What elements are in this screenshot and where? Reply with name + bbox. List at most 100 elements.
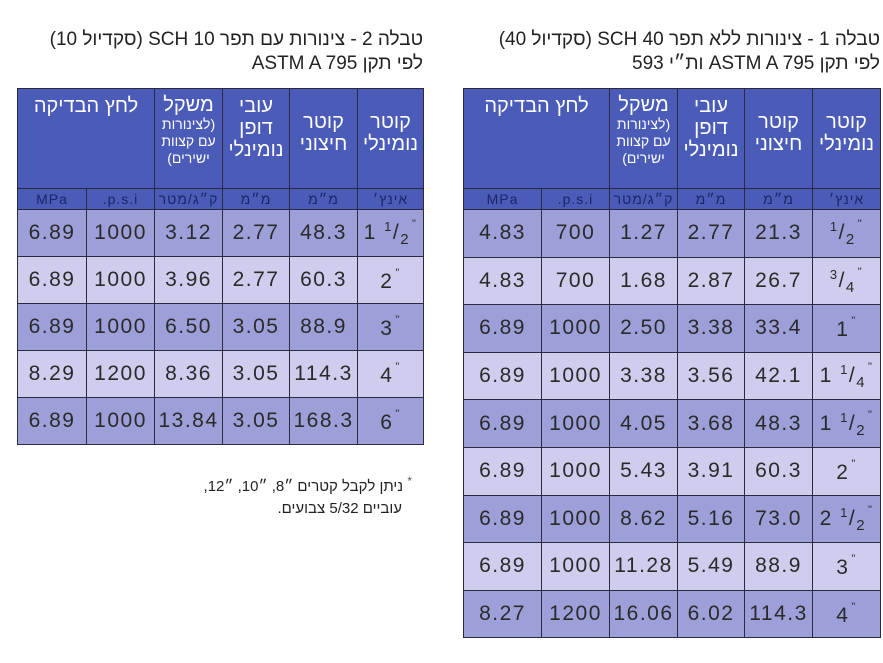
cell-outer-diameter: 60.3 — [289, 256, 359, 304]
table2-title-line1: טבלה 2 - צינורות עם תפר SCH 10 (סקדיול 1… — [49, 29, 423, 50]
nominal-whole: 6 — [380, 410, 394, 434]
table-row: 1 1/2" 48.3 3.68 4.05 1000 6.89 — [462, 399, 882, 448]
table2-footnote: * ניתן לקבל קטרים ״8, ״10, ״12, עוביים 5… — [180, 470, 412, 520]
fraction-numerator: 1 — [840, 362, 849, 378]
cell-weight: 6.50 — [154, 303, 224, 351]
cell-nominal-wall: 3.05 — [222, 303, 291, 351]
cell-weight: 11.28 — [609, 542, 679, 591]
fraction-denominator: 4 — [845, 278, 856, 296]
inch-mark: " — [851, 552, 857, 565]
table-row: 2 " 60.3 2.77 3.96 1000 6.89 — [16, 256, 425, 304]
cell-pressure-mpa: 6.89 — [16, 209, 88, 257]
fraction-numerator: 1 — [384, 219, 393, 234]
table1-sch40: קוטר נומינלי קוטר חיצוני עובי דופן נומינ… — [462, 88, 882, 639]
unit-mm-wall: מ״מ — [677, 188, 746, 210]
nominal-whole: 4 — [380, 363, 394, 387]
cell-pressure-mpa: 6.89 — [462, 304, 543, 353]
table2-title-line2: לפי תקן ASTM A 795 — [251, 53, 423, 74]
cell-outer-diameter: 168.3 — [289, 397, 359, 445]
header-weight-sub: (לצינורות עם קצוות ישירים) — [616, 116, 671, 166]
cell-nominal-wall: 5.16 — [677, 494, 746, 544]
cell-nominal-wall: 2.77 — [222, 209, 291, 257]
cell-pressure-psi: 1000 — [86, 209, 156, 257]
cell-nominal-wall: 3.91 — [677, 446, 746, 496]
header-nominal-wall: עובי דופן נומינלי — [222, 88, 291, 189]
table-row: 2 1/2" 73.0 5.16 8.62 1000 6.89 — [462, 494, 882, 544]
cell-nominal-wall: 2.87 — [677, 256, 746, 306]
nominal-whole: 1 — [819, 411, 833, 435]
cell-pressure-psi: 1000 — [541, 351, 611, 401]
inch-mark: " — [868, 361, 874, 374]
nominal-whole: 2 — [380, 269, 394, 293]
cell-pressure-mpa: 8.29 — [16, 350, 88, 398]
fraction-numerator: 1 — [840, 409, 849, 425]
cell-outer-diameter: 88.9 — [744, 542, 814, 591]
cell-nominal-diameter: 2 1/2" — [812, 494, 882, 544]
table-row: 3 " 88.9 5.49 11.28 1000 6.89 — [462, 542, 882, 591]
unit-mm-wall: מ״מ — [222, 188, 291, 210]
cell-pressure-psi: 1200 — [541, 589, 611, 639]
nominal-whole: 3 — [836, 555, 850, 579]
cell-weight: 5.43 — [609, 446, 679, 496]
header-weight-sub: (לצינורות עם קצוות ישירים) — [161, 116, 216, 166]
footnote-line1: ניתן לקבל קטרים ״8, ״10, ״12, — [203, 478, 404, 495]
cell-weight: 8.36 — [154, 350, 224, 398]
cell-nominal-wall: 2.77 — [677, 209, 746, 258]
table-row: 3 " 88.9 3.05 6.50 1000 6.89 — [16, 303, 425, 351]
nominal-whole: 4 — [836, 603, 850, 627]
inch-mark: " — [395, 360, 401, 373]
unit-kg-per-m: ק״ג/מטר — [154, 188, 224, 210]
cell-outer-diameter: 21.3 — [744, 209, 814, 258]
cell-outer-diameter: 42.1 — [744, 351, 814, 401]
footnote-asterisk: * — [407, 474, 412, 488]
cell-pressure-mpa: 6.89 — [462, 399, 543, 448]
cell-weight: 13.84 — [154, 397, 224, 445]
unit-mpa: MPa — [16, 188, 88, 210]
cell-pressure-psi: 1000 — [86, 303, 156, 351]
fraction-denominator: 2 — [856, 516, 867, 534]
unit-kg-per-m: ק״ג/מטר — [609, 188, 679, 210]
cell-outer-diameter: 60.3 — [744, 446, 814, 496]
nominal-whole: 1 — [363, 221, 377, 244]
nominal-whole: 2 — [836, 460, 850, 484]
cell-nominal-diameter: 1 1/4" — [812, 351, 882, 401]
unit-psi: p.s.i. — [86, 188, 156, 210]
table-row: 1/2" 21.3 2.77 1.27 700 4.83 — [462, 209, 882, 258]
cell-nominal-wall: 3.56 — [677, 351, 746, 401]
cell-nominal-wall: 2.77 — [222, 256, 291, 304]
cell-weight: 3.96 — [154, 256, 224, 304]
fraction-denominator: 4 — [856, 374, 867, 392]
cell-nominal-diameter: 1 1/2" — [357, 209, 425, 257]
header-test-pressure: לחץ הבדיקה — [16, 88, 156, 189]
unit-mpa: MPa — [462, 188, 543, 210]
inch-mark: " — [395, 407, 401, 420]
header-weight-label: משקל — [163, 94, 214, 116]
cell-weight: 8.62 — [609, 494, 679, 544]
cell-nominal-diameter: 2 " — [812, 446, 882, 496]
table-row: 1 1/2" 48.3 2.77 3.12 1000 6.89 — [16, 209, 425, 257]
header-outer-diameter: קוטר חיצוני — [289, 88, 359, 189]
table1-title-line2: לפי תקן ASTM A 795 ות״י 593 — [632, 53, 880, 74]
table2-title: טבלה 2 - צינורות עם תפר SCH 10 (סקדיול 1… — [17, 28, 423, 76]
inch-mark: " — [857, 218, 864, 231]
header-outer-diameter: קוטר חיצוני — [744, 88, 814, 189]
cell-nominal-wall: 3.05 — [222, 397, 291, 445]
inch-mark: " — [395, 313, 401, 326]
cell-nominal-diameter: 2 " — [357, 256, 425, 304]
table-row: 1 " 33.4 3.38 2.50 1000 6.89 — [462, 304, 882, 353]
cell-nominal-wall: 5.49 — [677, 542, 746, 591]
cell-nominal-diameter: 3 " — [357, 303, 425, 351]
cell-pressure-psi: 1000 — [541, 446, 611, 496]
table1-title-line1: טבלה 1 - צינורות ללא תפר SCH 40 (סקדיול … — [498, 29, 880, 50]
cell-weight: 16.06 — [609, 589, 679, 639]
cell-pressure-psi: 1000 — [86, 256, 156, 304]
unit-mm-od: מ״מ — [744, 188, 814, 210]
cell-pressure-mpa: 6.89 — [462, 494, 543, 544]
nominal-whole: 2 — [819, 506, 833, 530]
cell-nominal-diameter: 1/2" — [812, 209, 882, 258]
cell-nominal-diameter: 3 " — [812, 542, 882, 591]
footnote-line2: עוביים 5/32 צבועים. — [277, 500, 402, 517]
cell-nominal-wall: 6.02 — [677, 589, 746, 639]
table-row: 4 " 114.3 3.05 8.36 1200 8.29 — [16, 350, 425, 398]
cell-weight: 2.50 — [609, 304, 679, 353]
